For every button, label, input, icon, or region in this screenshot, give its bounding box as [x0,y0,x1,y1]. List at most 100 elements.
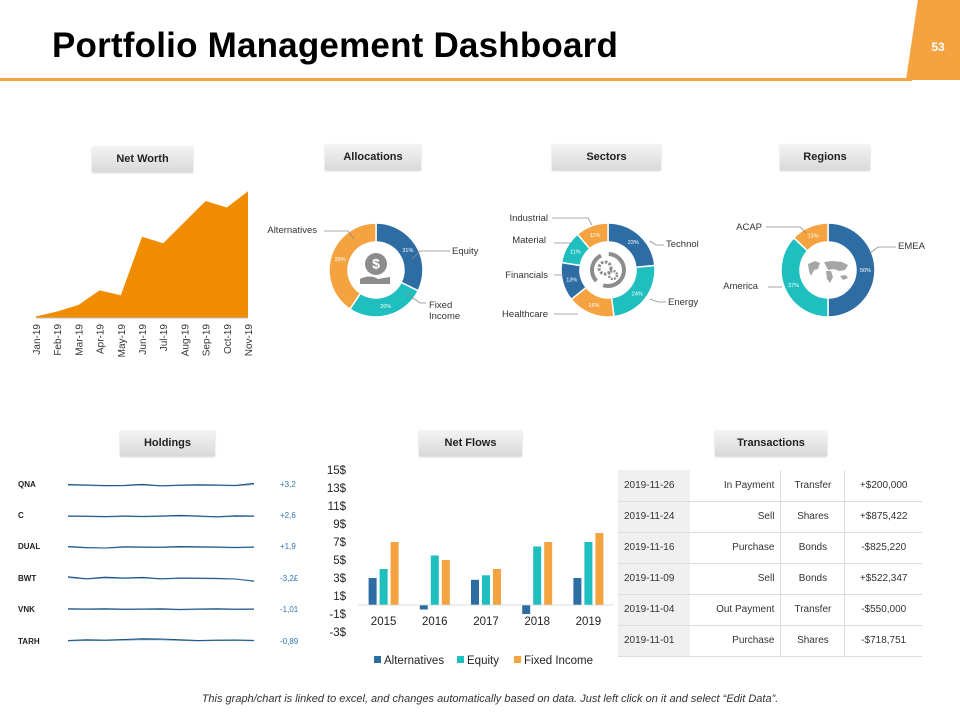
transaction-class: Transfer [780,470,846,502]
continent-shape [824,261,848,271]
legend-swatch [374,656,381,663]
holding-change: +3,2 [280,480,296,489]
donut-category-label: Income [429,311,460,322]
transaction-type: In Payment [690,470,782,502]
holding-sparkline [67,608,255,610]
world-map-icon [808,261,848,283]
donut-leader-line [411,250,450,260]
net-flows-x-tick: 2019 [576,616,602,628]
holding-name: BWT [18,574,37,583]
net-worth-tick-label: Mar-19 [74,324,85,356]
donut-category-label: Energy [668,297,698,308]
transaction-row: 2019-11-16 Purchase Bonds -$825,220 [618,532,922,564]
donut-value-label: 31% [402,248,413,254]
transaction-amount: +$200,000 [844,470,922,502]
holding-sparkline-secondary [67,515,255,518]
transaction-amount: +$875,422 [844,501,922,533]
net-worth-header: Net Worth [92,146,193,172]
net-flows-bar [584,542,593,605]
donut-value-label: 11% [590,233,601,239]
donut-value-label: 50% [860,268,871,274]
donut-leader-line [869,246,896,254]
net-worth-tick-label: Nov-19 [244,324,255,357]
donut-category-label: Equity [452,246,479,257]
transaction-date: 2019-11-16 [618,532,690,564]
donut-value-label: 13% [808,234,819,240]
holding-name: DUAL [18,542,41,551]
net-flows-y-tick: 13$ [327,483,347,495]
donut-category-label: Industrial [509,213,548,224]
net-worth-chart: Jan-19 Feb-19 Mar-19 Apr-19 May-19 Jun-19 Jul-… [32,191,255,357]
transaction-date: 2019-11-04 [618,594,690,626]
donut-leader-line [552,217,593,226]
donut-slice [328,222,377,311]
net-flows-bar [533,546,542,605]
transaction-row: 2019-11-09 Sell Bonds +$522,347 [618,563,922,595]
net-flows-y-tick: 15$ [327,465,347,477]
transaction-amount: -$825,220 [844,532,922,564]
donut-slice [827,222,876,318]
holding-change: -1,01 [280,605,299,614]
donut-hole [581,243,635,297]
money-hand-icon: $ [360,253,390,284]
net-flows-y-tick: -1$ [329,609,346,621]
donut-category-label: Financials [505,270,548,281]
net-flows-bar [368,578,377,605]
holding-name: QNA [18,480,36,489]
transaction-date: 2019-11-09 [618,563,690,595]
holding-change: +1,9 [280,542,296,551]
continent-shape [826,271,833,283]
net-flows-bar [522,605,531,614]
net-flows-y-tick: 5$ [333,555,346,567]
net-flows-bar [419,605,428,610]
net-flows-x-tick: 2016 [422,616,448,628]
donut-category-label: Healthcare [502,309,548,320]
holding-sparkline-secondary [67,546,255,549]
net-flows-bar [390,542,399,605]
net-flows-x-tick: 2018 [524,616,550,628]
transaction-amount: +$522,347 [844,563,922,595]
dollar-glyph: $ [372,256,380,272]
gear-shape [597,260,613,276]
holding-name: TARH [18,637,40,646]
net-flows-y-tick: 9$ [333,519,346,531]
gears-icon [590,252,626,288]
donut-value-label: 16% [588,303,599,309]
legend-label: Equity [467,655,499,667]
transaction-class: Transfer [780,594,846,626]
legend-swatch [514,656,521,663]
net-flows-x-tick: 2015 [371,616,397,628]
cycle-arrows-shape [590,252,626,288]
transaction-class: Shares [780,501,846,533]
donut-category-label: Material [512,235,546,246]
net-flows-y-tick: 1$ [333,591,346,603]
donut-value-label: 24% [632,291,643,297]
net-flows-bar [441,560,450,605]
allocations-header: Allocations [325,144,421,170]
holding-change: -3,2£ [280,574,299,583]
donut-category-label: Technol [666,239,699,250]
transaction-row: 2019-11-04 Out Payment Transfer -$550,000 [618,594,922,626]
transaction-date: 2019-11-26 [618,470,690,502]
donut-leader-line [649,298,666,303]
holding-change: +2,6 [280,511,296,520]
sectors-donut-chart: 23% 24% 16% 13% 11% 11% Technol Energy Healthcar… [502,213,699,320]
holdings-changes: +3,2 +2,6 +1,9 -3,2£ -1,01 -0,89 [280,470,320,660]
net-worth-tick-label: Sep-19 [202,324,213,357]
holding-change: -0,89 [280,637,299,646]
continent-shape [840,275,848,280]
regions-donut-chart: 50% 37% 13% EMEA America ACAP [723,222,926,318]
page-number: 53 [931,40,945,54]
net-flows-bar [471,579,479,605]
holding-sparkline-secondary [67,577,255,582]
holding-name: C [18,511,24,520]
gear-shape [607,269,619,281]
donut-leader-line [324,230,355,240]
donut-category-label: America [723,281,759,292]
transaction-date: 2019-11-01 [618,625,690,657]
transaction-class: Bonds [780,563,846,595]
donut-value-label: 26% [380,304,391,310]
donut-category-label: Alternatives [267,225,317,236]
holding-name: VNK [18,605,35,614]
